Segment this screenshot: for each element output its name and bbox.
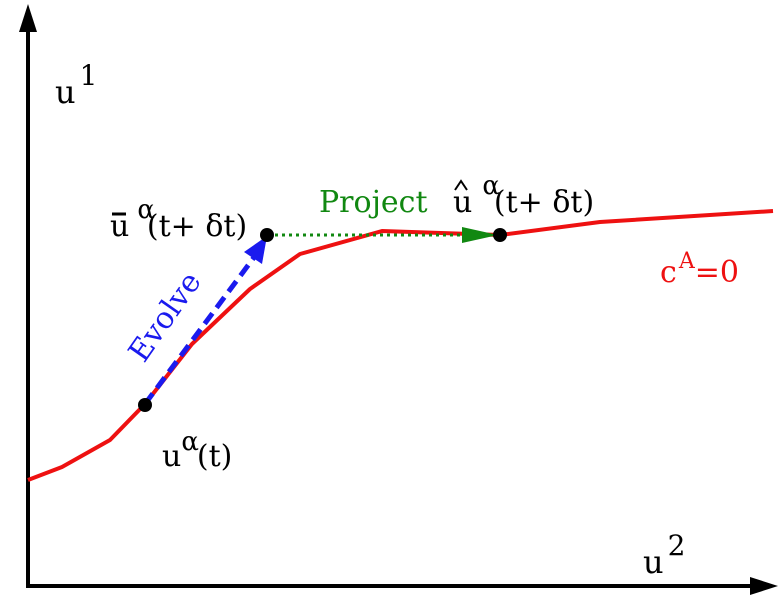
x-axis-label-superscript: 2 bbox=[668, 529, 686, 562]
evolve-arrow-shaft bbox=[142, 250, 261, 406]
projected-point-label-hat bbox=[454, 179, 468, 191]
y-axis-label-superscript: 1 bbox=[80, 59, 98, 92]
evolve-arrowhead bbox=[244, 236, 267, 264]
project-label: Project bbox=[319, 185, 428, 220]
evolve-label: Evolve bbox=[122, 266, 209, 369]
projected-point bbox=[493, 228, 507, 242]
projected-point-label: u α(t+ δt) bbox=[453, 171, 594, 220]
evolved-point bbox=[260, 228, 274, 242]
constraint-label-superscript: A bbox=[678, 249, 696, 274]
projected-point-label-superscript: α bbox=[482, 171, 500, 201]
start-point-label: uα(t) bbox=[162, 427, 232, 474]
constraint-label: cA=0 bbox=[660, 249, 739, 290]
x-axis-arrowhead bbox=[750, 577, 778, 595]
evolved-point-label: u α(t+ δt) bbox=[110, 195, 247, 244]
project-arrowhead bbox=[462, 227, 498, 243]
start-point bbox=[138, 398, 152, 412]
constraint-surface-curve bbox=[27, 209, 774, 482]
evolved-point-label-superscript: α bbox=[137, 195, 155, 225]
start-point-label-superscript: α bbox=[181, 427, 199, 457]
y-axis-arrowhead bbox=[19, 4, 37, 32]
